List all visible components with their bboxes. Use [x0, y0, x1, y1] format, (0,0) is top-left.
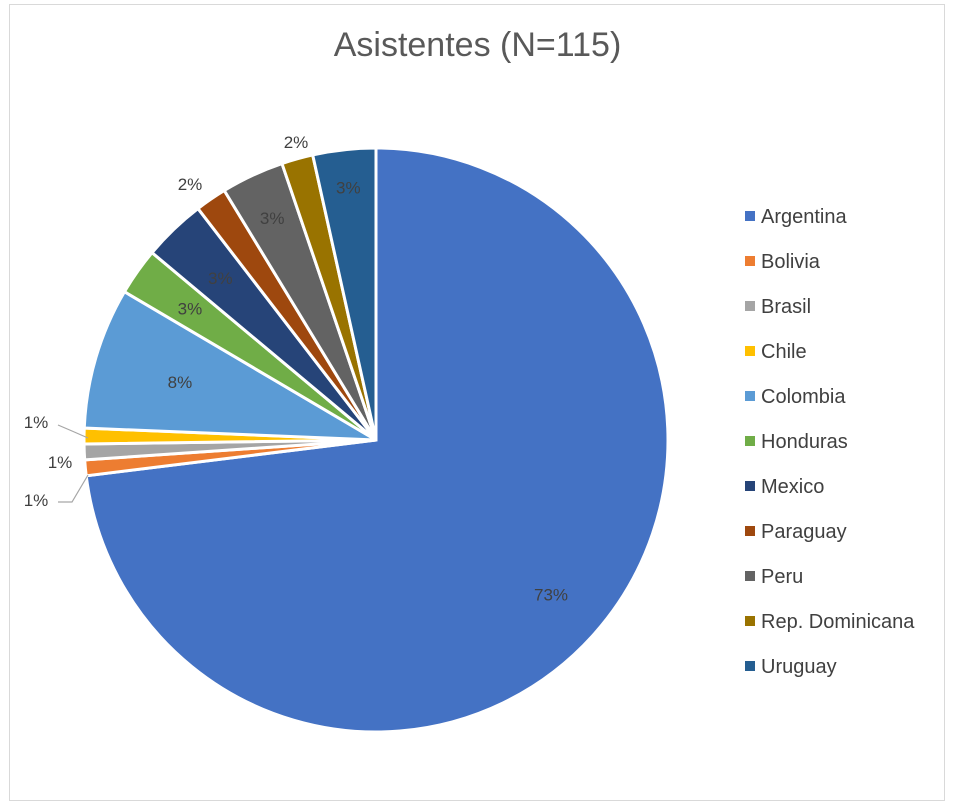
pie-slice-colombia — [82, 289, 377, 442]
legend-item-bolivia: Bolivia — [745, 251, 821, 273]
legend-item-uruguay: Uruguay — [745, 656, 837, 678]
data-label: 2% — [284, 133, 309, 152]
legend-swatch — [745, 211, 755, 221]
legend-label: Argentina — [761, 206, 847, 228]
legend-label: Colombia — [761, 386, 846, 408]
data-label: 1% — [24, 491, 49, 510]
legend-label: Uruguay — [761, 656, 837, 678]
legend-item-argentina: Argentina — [745, 206, 847, 228]
legend-label: Peru — [761, 566, 803, 588]
legend-item-colombia: Colombia — [745, 386, 846, 408]
legend-label: Paraguay — [761, 521, 847, 543]
data-label: 2% — [178, 175, 203, 194]
legend-swatch — [745, 436, 755, 446]
legend-swatch — [745, 571, 755, 581]
legend-item-peru: Peru — [745, 566, 803, 588]
legend-swatch — [745, 616, 755, 626]
data-label: 8% — [168, 373, 193, 392]
legend-swatch — [745, 301, 755, 311]
legend-swatch — [745, 526, 755, 536]
leader-line — [57, 424, 89, 439]
legend-label: Rep. Dominicana — [761, 611, 915, 633]
legend-swatch — [745, 391, 755, 401]
chart-title: Asistentes (N=115) — [333, 26, 622, 64]
leader-line — [58, 474, 89, 503]
pie-slice-uruguay — [310, 146, 378, 441]
legend-item-paraguay: Paraguay — [745, 521, 847, 543]
legend-item-honduras: Honduras — [745, 431, 848, 453]
legend-label: Honduras — [761, 431, 848, 453]
data-label: 3% — [336, 178, 361, 197]
legend-label: Brasil — [761, 296, 811, 318]
legend-label: Bolivia — [761, 251, 821, 273]
data-label: 1% — [24, 413, 49, 432]
legend-swatch — [745, 346, 755, 356]
data-label: 3% — [208, 269, 233, 288]
legend-item-mexico: Mexico — [745, 476, 824, 498]
data-label: 73% — [534, 586, 568, 605]
legend-item-brasil: Brasil — [745, 296, 811, 318]
legend-item-rep-dominicana: Rep. Dominicana — [745, 611, 915, 633]
legend-swatch — [745, 481, 755, 491]
legend-swatch — [745, 256, 755, 266]
data-label: 3% — [178, 300, 203, 319]
data-label: 3% — [260, 209, 285, 228]
data-label: 1% — [48, 453, 73, 472]
legend-swatch — [745, 661, 755, 671]
legend-label: Mexico — [761, 476, 824, 498]
legend-label: Chile — [761, 341, 807, 363]
legend-item-chile: Chile — [745, 341, 807, 363]
